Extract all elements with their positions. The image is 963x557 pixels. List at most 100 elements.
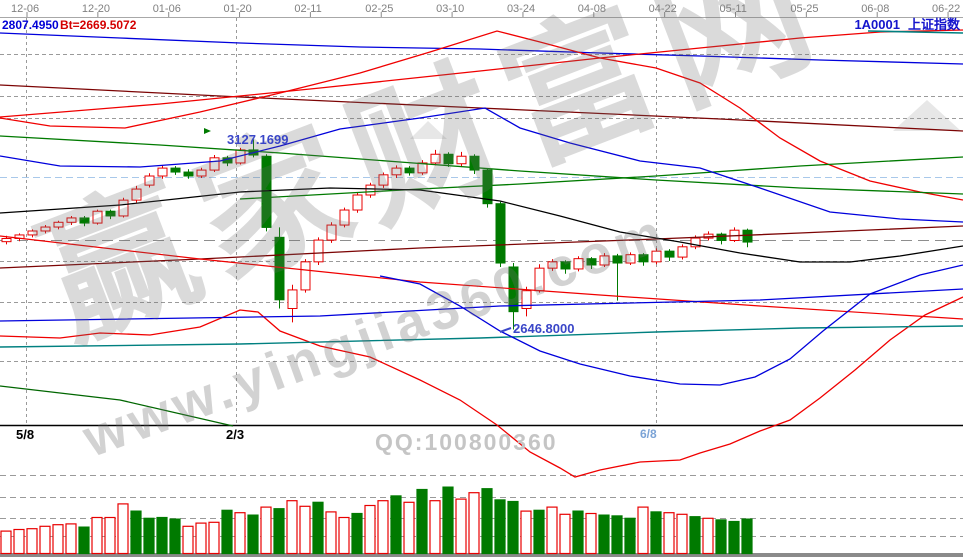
volume-bar bbox=[572, 510, 584, 555]
volume-bar bbox=[442, 486, 454, 555]
boll-blue-lower bbox=[379, 264, 963, 386]
candle bbox=[560, 261, 571, 270]
volume-bar bbox=[741, 518, 753, 555]
volume-bar bbox=[663, 512, 675, 555]
volume-bar bbox=[364, 504, 376, 555]
candle bbox=[40, 226, 51, 232]
candle bbox=[690, 237, 701, 248]
candle bbox=[131, 188, 142, 201]
volume-bar bbox=[325, 511, 337, 555]
ma-teal bbox=[0, 325, 963, 348]
candle bbox=[404, 167, 415, 174]
volume-bar bbox=[650, 511, 662, 555]
volume-bar bbox=[728, 520, 740, 555]
volume-bar bbox=[585, 512, 597, 555]
candle bbox=[586, 258, 597, 266]
last-price-label: 2807.4950 bbox=[2, 18, 59, 32]
volume-bar bbox=[26, 528, 38, 555]
volume-bar bbox=[546, 506, 558, 555]
volume-bar bbox=[299, 505, 311, 555]
candle bbox=[274, 236, 285, 301]
volume-bar bbox=[312, 501, 324, 555]
candle bbox=[625, 254, 636, 264]
watermark-mountain-logo bbox=[410, 121, 447, 139]
candle bbox=[482, 169, 493, 205]
candle bbox=[547, 261, 558, 269]
candle bbox=[391, 167, 402, 176]
volume-bar bbox=[130, 510, 142, 555]
volume-bar bbox=[52, 524, 64, 555]
candle bbox=[170, 167, 181, 173]
candle bbox=[183, 171, 194, 177]
ma-red-arc bbox=[0, 30, 963, 201]
candle bbox=[209, 157, 220, 171]
volume-bar bbox=[533, 509, 545, 555]
volume-bar bbox=[169, 518, 181, 555]
candle bbox=[651, 250, 662, 263]
low-pointer bbox=[499, 327, 512, 333]
volume-bar bbox=[13, 528, 25, 555]
ma-blue-top bbox=[0, 32, 963, 65]
candle bbox=[118, 199, 129, 217]
candle bbox=[157, 167, 168, 177]
volume-bar bbox=[468, 492, 480, 555]
volume-bar bbox=[91, 516, 103, 555]
candle bbox=[313, 239, 324, 263]
candle bbox=[66, 217, 77, 223]
candle bbox=[144, 175, 155, 186]
volume-bar bbox=[559, 513, 571, 555]
volume-bar bbox=[702, 517, 714, 555]
volume-bar bbox=[481, 488, 493, 555]
volume-bar bbox=[507, 500, 519, 555]
volume-bar bbox=[182, 525, 194, 555]
candle bbox=[677, 246, 688, 258]
ma-green-asc bbox=[239, 156, 963, 200]
candle bbox=[339, 209, 350, 226]
volume-bar bbox=[637, 506, 649, 555]
qq-contact-label: QQ:100800360 bbox=[375, 429, 558, 455]
candle bbox=[27, 230, 38, 236]
ma-maroon-upper bbox=[0, 84, 963, 132]
volume-bar bbox=[0, 530, 12, 555]
candle bbox=[664, 250, 675, 258]
watermark-mountain-logo bbox=[893, 100, 961, 131]
candle bbox=[469, 155, 480, 171]
candle bbox=[521, 290, 532, 310]
candle bbox=[716, 233, 727, 241]
volume-bar bbox=[351, 512, 363, 555]
gann-line-green bbox=[0, 385, 234, 427]
volume-bar bbox=[234, 512, 246, 555]
candle bbox=[417, 162, 428, 174]
ma-green-desc bbox=[0, 135, 963, 195]
volume-bar bbox=[429, 500, 441, 555]
candle bbox=[300, 261, 311, 291]
ma-maroon-lower bbox=[0, 225, 963, 269]
candle bbox=[378, 174, 389, 186]
volume-bar bbox=[598, 514, 610, 555]
volume-bar bbox=[156, 516, 168, 555]
candle bbox=[352, 194, 363, 211]
symbol-label: 1A0001 上证指数 bbox=[846, 18, 960, 31]
volume-bar bbox=[286, 500, 298, 555]
candle bbox=[430, 153, 441, 164]
volume-bar bbox=[273, 508, 285, 555]
ma-red-rise bbox=[0, 29, 963, 118]
volume-bar bbox=[676, 513, 688, 555]
volume-bar bbox=[247, 514, 259, 555]
candle bbox=[443, 153, 454, 165]
symbol-code: 1A0001 bbox=[854, 17, 900, 32]
candle bbox=[573, 258, 584, 270]
trendline-red bbox=[0, 235, 963, 320]
ma-blue-low bbox=[0, 288, 963, 322]
candle bbox=[287, 289, 298, 310]
candle bbox=[495, 203, 506, 264]
volume-bar bbox=[416, 488, 428, 555]
candle bbox=[638, 254, 649, 263]
ma-teal-top bbox=[867, 30, 963, 34]
candle bbox=[742, 229, 753, 243]
candle bbox=[599, 255, 610, 266]
volume-bar bbox=[455, 498, 467, 555]
peak-marker bbox=[204, 128, 211, 134]
